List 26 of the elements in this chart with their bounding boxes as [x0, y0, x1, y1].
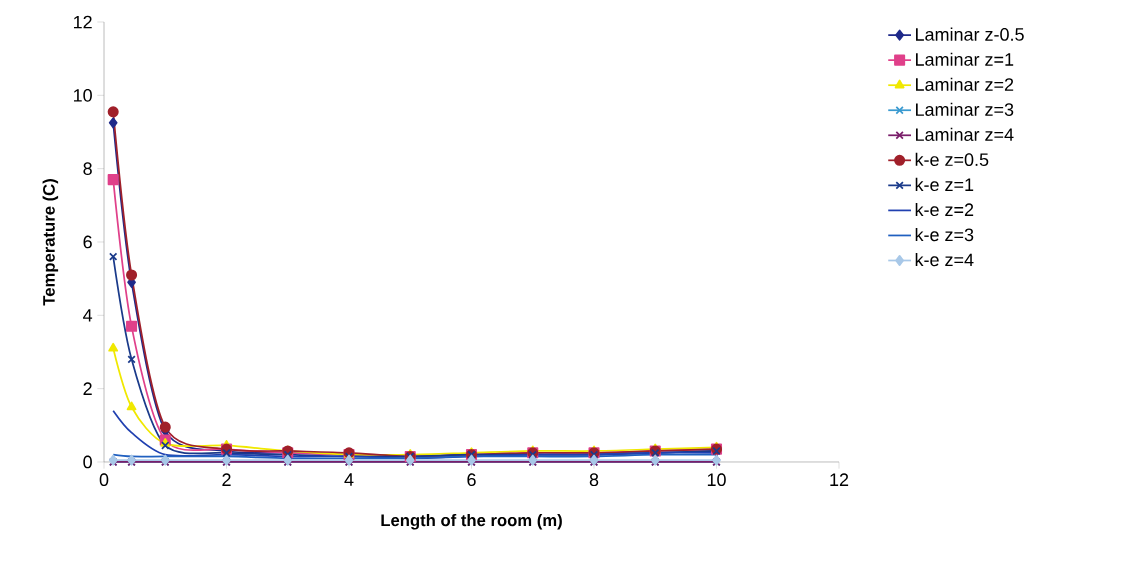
- y-axis-title: Temperature (C): [42, 179, 59, 306]
- x-tick-label: 12: [830, 473, 849, 486]
- legend-label: Laminar z-0.5: [916, 27, 1024, 41]
- x-tick-label: 8: [589, 473, 599, 487]
- legend-label: k-e z=4: [915, 252, 974, 267]
- legend-label: Laminar z=3: [916, 102, 1014, 116]
- x-tick-label: 4: [344, 473, 354, 486]
- y-tick-label: 4: [83, 309, 93, 322]
- legend-label: k-e z=0.5: [915, 152, 989, 167]
- y-tick-label: 10: [73, 88, 92, 102]
- x-tick-label: 6: [467, 473, 476, 487]
- x-axis-title: Length of the room (m): [381, 513, 562, 530]
- x-tick-label: 2: [222, 473, 231, 486]
- y-tick-label: 8: [83, 162, 92, 176]
- legend-label: k-e z=1: [915, 177, 974, 192]
- y-tick-label: 2: [83, 382, 92, 395]
- legend-label: Laminar z=2: [916, 77, 1014, 91]
- y-tick-label: 0: [83, 455, 92, 469]
- legend-label: k-e z=2: [915, 202, 974, 217]
- y-tick-label: 6: [83, 235, 92, 249]
- y-tick-label: 12: [73, 15, 92, 29]
- legend-label: k-e z=3: [915, 227, 974, 242]
- x-tick-label: 0: [99, 473, 109, 487]
- legend-label: Laminar z=1: [916, 52, 1014, 66]
- legend-label: Laminar z=4: [916, 127, 1014, 141]
- x-tick-label: 10: [707, 473, 726, 487]
